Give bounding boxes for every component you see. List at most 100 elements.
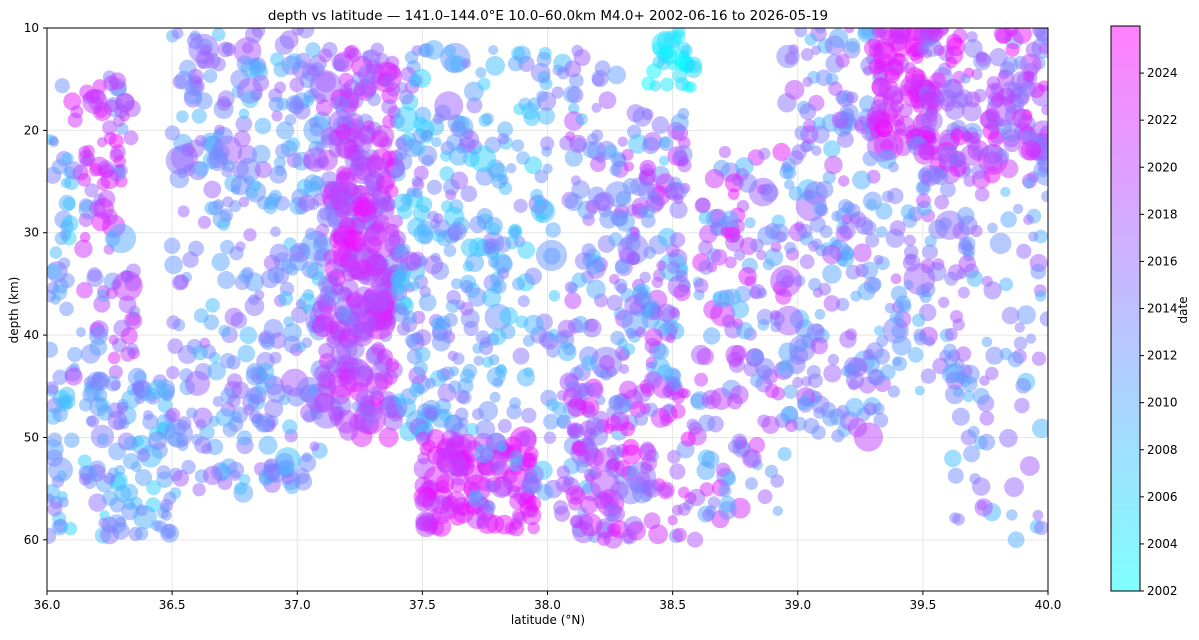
data-point — [82, 385, 100, 403]
data-point — [193, 308, 209, 323]
data-point — [108, 72, 127, 90]
data-point — [718, 484, 732, 498]
data-point — [413, 360, 428, 376]
data-point — [884, 68, 900, 84]
data-point — [669, 232, 686, 248]
data-point — [393, 274, 412, 293]
data-point — [173, 274, 189, 290]
data-point — [642, 479, 662, 498]
data-point — [147, 379, 168, 399]
data-point — [271, 110, 283, 122]
data-point — [867, 277, 882, 292]
data-point — [58, 194, 76, 212]
data-point — [524, 267, 542, 285]
data-point — [772, 505, 783, 517]
data-point — [431, 332, 451, 352]
data-point — [274, 447, 302, 474]
data-point — [653, 343, 669, 360]
data-point — [200, 44, 212, 56]
data-point — [477, 77, 491, 91]
data-point — [298, 194, 316, 212]
data-point — [497, 133, 510, 145]
data-point — [914, 385, 925, 396]
data-point — [557, 319, 576, 338]
data-point — [783, 384, 798, 399]
data-point — [815, 180, 834, 199]
colorbar-tick-label: 2006 — [1147, 490, 1178, 504]
data-point — [845, 371, 865, 390]
data-point — [829, 236, 840, 248]
data-point — [316, 149, 338, 171]
data-point — [309, 441, 320, 452]
data-point — [451, 278, 462, 290]
data-point — [609, 273, 620, 285]
data-point — [182, 251, 199, 268]
data-point — [556, 66, 570, 80]
data-point — [669, 200, 688, 219]
data-point — [395, 137, 407, 149]
data-point — [960, 73, 971, 84]
data-point — [955, 346, 972, 362]
data-point — [621, 148, 634, 161]
data-point — [770, 241, 782, 253]
data-point — [626, 521, 646, 541]
data-point — [108, 365, 123, 379]
data-point — [828, 28, 849, 48]
data-point — [465, 422, 479, 437]
data-point — [86, 415, 100, 428]
data-point — [868, 58, 885, 75]
data-point — [411, 187, 423, 199]
data-point — [283, 316, 294, 327]
data-point — [697, 505, 715, 523]
data-point — [306, 261, 325, 280]
data-point — [811, 125, 830, 144]
data-point — [804, 33, 817, 46]
data-point — [750, 349, 764, 363]
data-point — [61, 215, 79, 233]
data-point — [844, 28, 855, 34]
data-point — [525, 495, 542, 512]
data-point — [334, 409, 359, 434]
data-point — [413, 224, 434, 244]
data-point — [98, 517, 109, 529]
data-point — [652, 41, 667, 56]
data-point — [667, 449, 681, 464]
colorbar-tick-label: 2002 — [1147, 584, 1178, 598]
data-point — [838, 175, 850, 187]
data-point — [835, 225, 853, 242]
data-point — [985, 346, 1004, 365]
data-point — [758, 147, 771, 160]
data-point — [632, 106, 653, 127]
data-point — [976, 500, 988, 511]
data-point — [617, 233, 649, 265]
data-point — [951, 128, 964, 141]
data-point — [639, 271, 651, 283]
data-point — [623, 161, 634, 172]
data-point — [827, 353, 840, 366]
data-point — [957, 286, 970, 299]
data-point — [373, 310, 393, 330]
data-point — [599, 210, 618, 229]
data-point — [475, 419, 496, 440]
data-point — [975, 52, 991, 67]
data-point — [54, 231, 69, 246]
data-point — [353, 185, 368, 199]
data-point — [845, 328, 857, 341]
data-point — [659, 484, 673, 498]
data-point — [245, 28, 263, 44]
data-point — [192, 344, 208, 361]
data-point — [371, 125, 395, 148]
data-point — [579, 496, 599, 515]
data-point — [890, 99, 904, 113]
data-point — [236, 430, 253, 446]
data-point — [278, 290, 294, 306]
data-point — [989, 232, 1012, 255]
data-point — [375, 175, 394, 194]
data-point — [658, 155, 670, 166]
data-point — [1026, 333, 1037, 344]
data-point — [211, 28, 226, 42]
data-point — [669, 463, 686, 480]
x-tick-label: 37.5 — [409, 598, 436, 612]
data-point — [269, 351, 282, 364]
data-point — [978, 433, 996, 451]
